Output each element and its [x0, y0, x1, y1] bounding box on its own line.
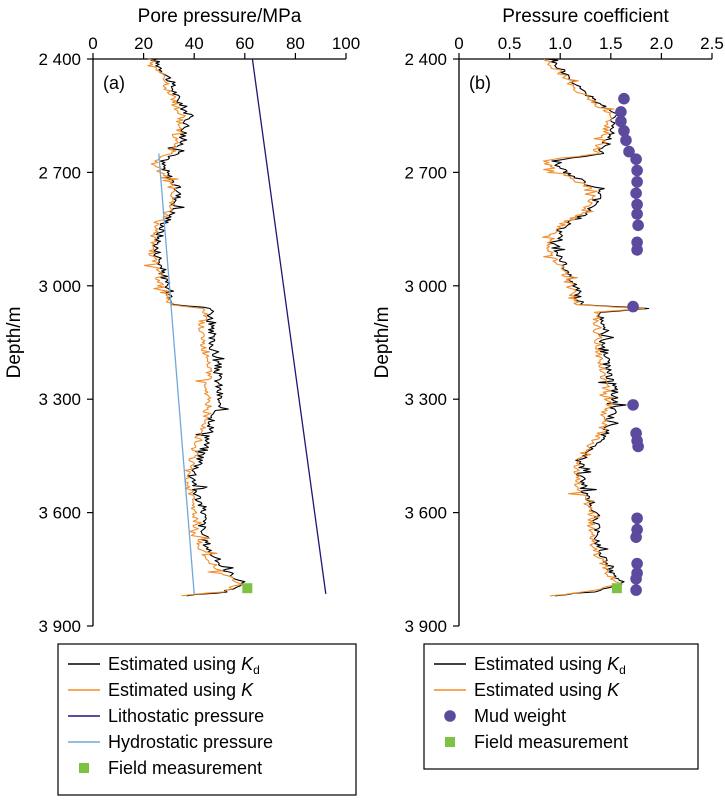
y-tick-label: 3 300: [38, 390, 81, 409]
mud-weight-point: [632, 440, 644, 453]
x-tick-label: 60: [235, 34, 254, 53]
mud-weight-point: [631, 164, 643, 177]
field-measurement-point: [242, 583, 253, 594]
mud-weight-point: [618, 92, 630, 105]
legend-label-main: Lithostatic pressure: [108, 706, 264, 726]
legend-label-symbol: K: [607, 680, 620, 700]
legend-label-main: Field measurement: [108, 758, 262, 778]
panel-label: (a): [103, 73, 125, 93]
legend-square-swatch: [445, 737, 455, 747]
mud-weight-point: [631, 176, 643, 188]
series-line-lithostatic-pressure: [251, 58, 327, 594]
mud-weight-point: [631, 557, 643, 570]
legend-label-symbol: K: [241, 654, 254, 674]
legend-label: Estimated using K: [474, 680, 620, 700]
x-tick-label: 2.0: [650, 34, 674, 53]
mud-weight-point: [630, 572, 642, 585]
y-tick-label: 2 400: [38, 50, 81, 69]
legend-label-main: Estimated using: [474, 680, 607, 700]
y-tick-label: 3 000: [404, 277, 447, 296]
x-tick-label: 0: [88, 34, 97, 53]
legend-label-main: Field measurement: [474, 732, 628, 752]
mud-weight-point: [630, 187, 642, 199]
x-tick-label: 2.5: [700, 34, 724, 53]
x-axis-title: Pore pressure/MPa: [138, 6, 302, 27]
legend-square-swatch: [79, 763, 89, 773]
legend-circle-swatch: [444, 710, 456, 722]
mud-weight-point: [615, 115, 627, 128]
legend-label: Estimated using Kd: [474, 654, 626, 677]
legend-label-main: Estimated using: [108, 680, 241, 700]
mud-weight-point: [627, 300, 639, 313]
x-tick-label: 0: [454, 34, 463, 53]
x-tick-label: 100: [332, 34, 360, 53]
mud-weight-point: [631, 198, 643, 211]
y-tick-label: 3 900: [38, 617, 81, 636]
series-line-estimated-using-k: [542, 58, 645, 597]
legend-label: Estimated using K: [108, 680, 254, 700]
mud-weight-point: [630, 153, 642, 165]
legend-label: Field measurement: [108, 758, 262, 778]
mud-weight-point: [631, 208, 643, 220]
mud-weight-point: [618, 125, 630, 137]
legend-label: Lithostatic pressure: [108, 706, 264, 726]
y-tick-label: 3 300: [404, 390, 447, 409]
y-tick-label: 3 600: [38, 504, 81, 523]
legend-label-main: Estimated using: [108, 654, 241, 674]
series-line-estimated-using-k-d: [546, 58, 650, 597]
legend-label-main: Mud weight: [474, 706, 566, 726]
x-tick-label: 0.5: [498, 34, 522, 53]
x-tick-label: 80: [286, 34, 305, 53]
y-axis-title: Depth/m: [4, 307, 25, 379]
y-tick-label: 2 700: [404, 163, 447, 182]
legend-label: Estimated using Kd: [108, 654, 260, 677]
legend-label-symbol: K: [241, 680, 254, 700]
legend-label-symbol: K: [607, 654, 620, 674]
legend-box: [423, 643, 699, 770]
y-tick-label: 2 700: [38, 163, 81, 182]
legend-label: Hydrostatic pressure: [108, 732, 273, 752]
x-tick-label: 20: [134, 34, 153, 53]
legend-box: [57, 643, 357, 796]
y-axis-title: Depth/m: [372, 307, 393, 379]
y-tick-label: 3 900: [404, 617, 447, 636]
legend-label-main: Hydrostatic pressure: [108, 732, 273, 752]
series-line-estimated-using-k: [143, 58, 243, 597]
x-tick-label: 1.5: [599, 34, 623, 53]
legend-label-main: Estimated using: [474, 654, 607, 674]
series-line-estimated-using-k-d: [150, 58, 246, 597]
mud-weight-point: [630, 584, 642, 596]
mud-weight-point: [631, 244, 643, 256]
series-line-hydrostatic-pressure: [158, 153, 195, 594]
legend-label: Mud weight: [474, 706, 566, 726]
legend-label-subscript: d: [619, 663, 626, 677]
x-tick-label: 40: [185, 34, 204, 53]
mud-weight-point: [630, 531, 642, 543]
mud-weight-point: [632, 219, 644, 232]
y-tick-label: 3 600: [404, 504, 447, 523]
field-measurement-point: [611, 583, 622, 594]
legend-label-subscript: d: [253, 663, 260, 677]
mud-weight-point: [631, 512, 643, 525]
mud-weight-point: [620, 134, 632, 147]
x-tick-label: 1.0: [548, 34, 572, 53]
mud-weight-point: [627, 399, 639, 411]
mud-weight-point: [623, 145, 635, 158]
x-axis-title: Pressure coefficient: [502, 6, 669, 27]
mud-weight-point: [615, 106, 627, 118]
y-tick-label: 3 000: [38, 277, 81, 296]
y-tick-label: 2 400: [404, 50, 447, 69]
legend-label: Field measurement: [474, 732, 628, 752]
panel-label: (b): [469, 73, 491, 93]
